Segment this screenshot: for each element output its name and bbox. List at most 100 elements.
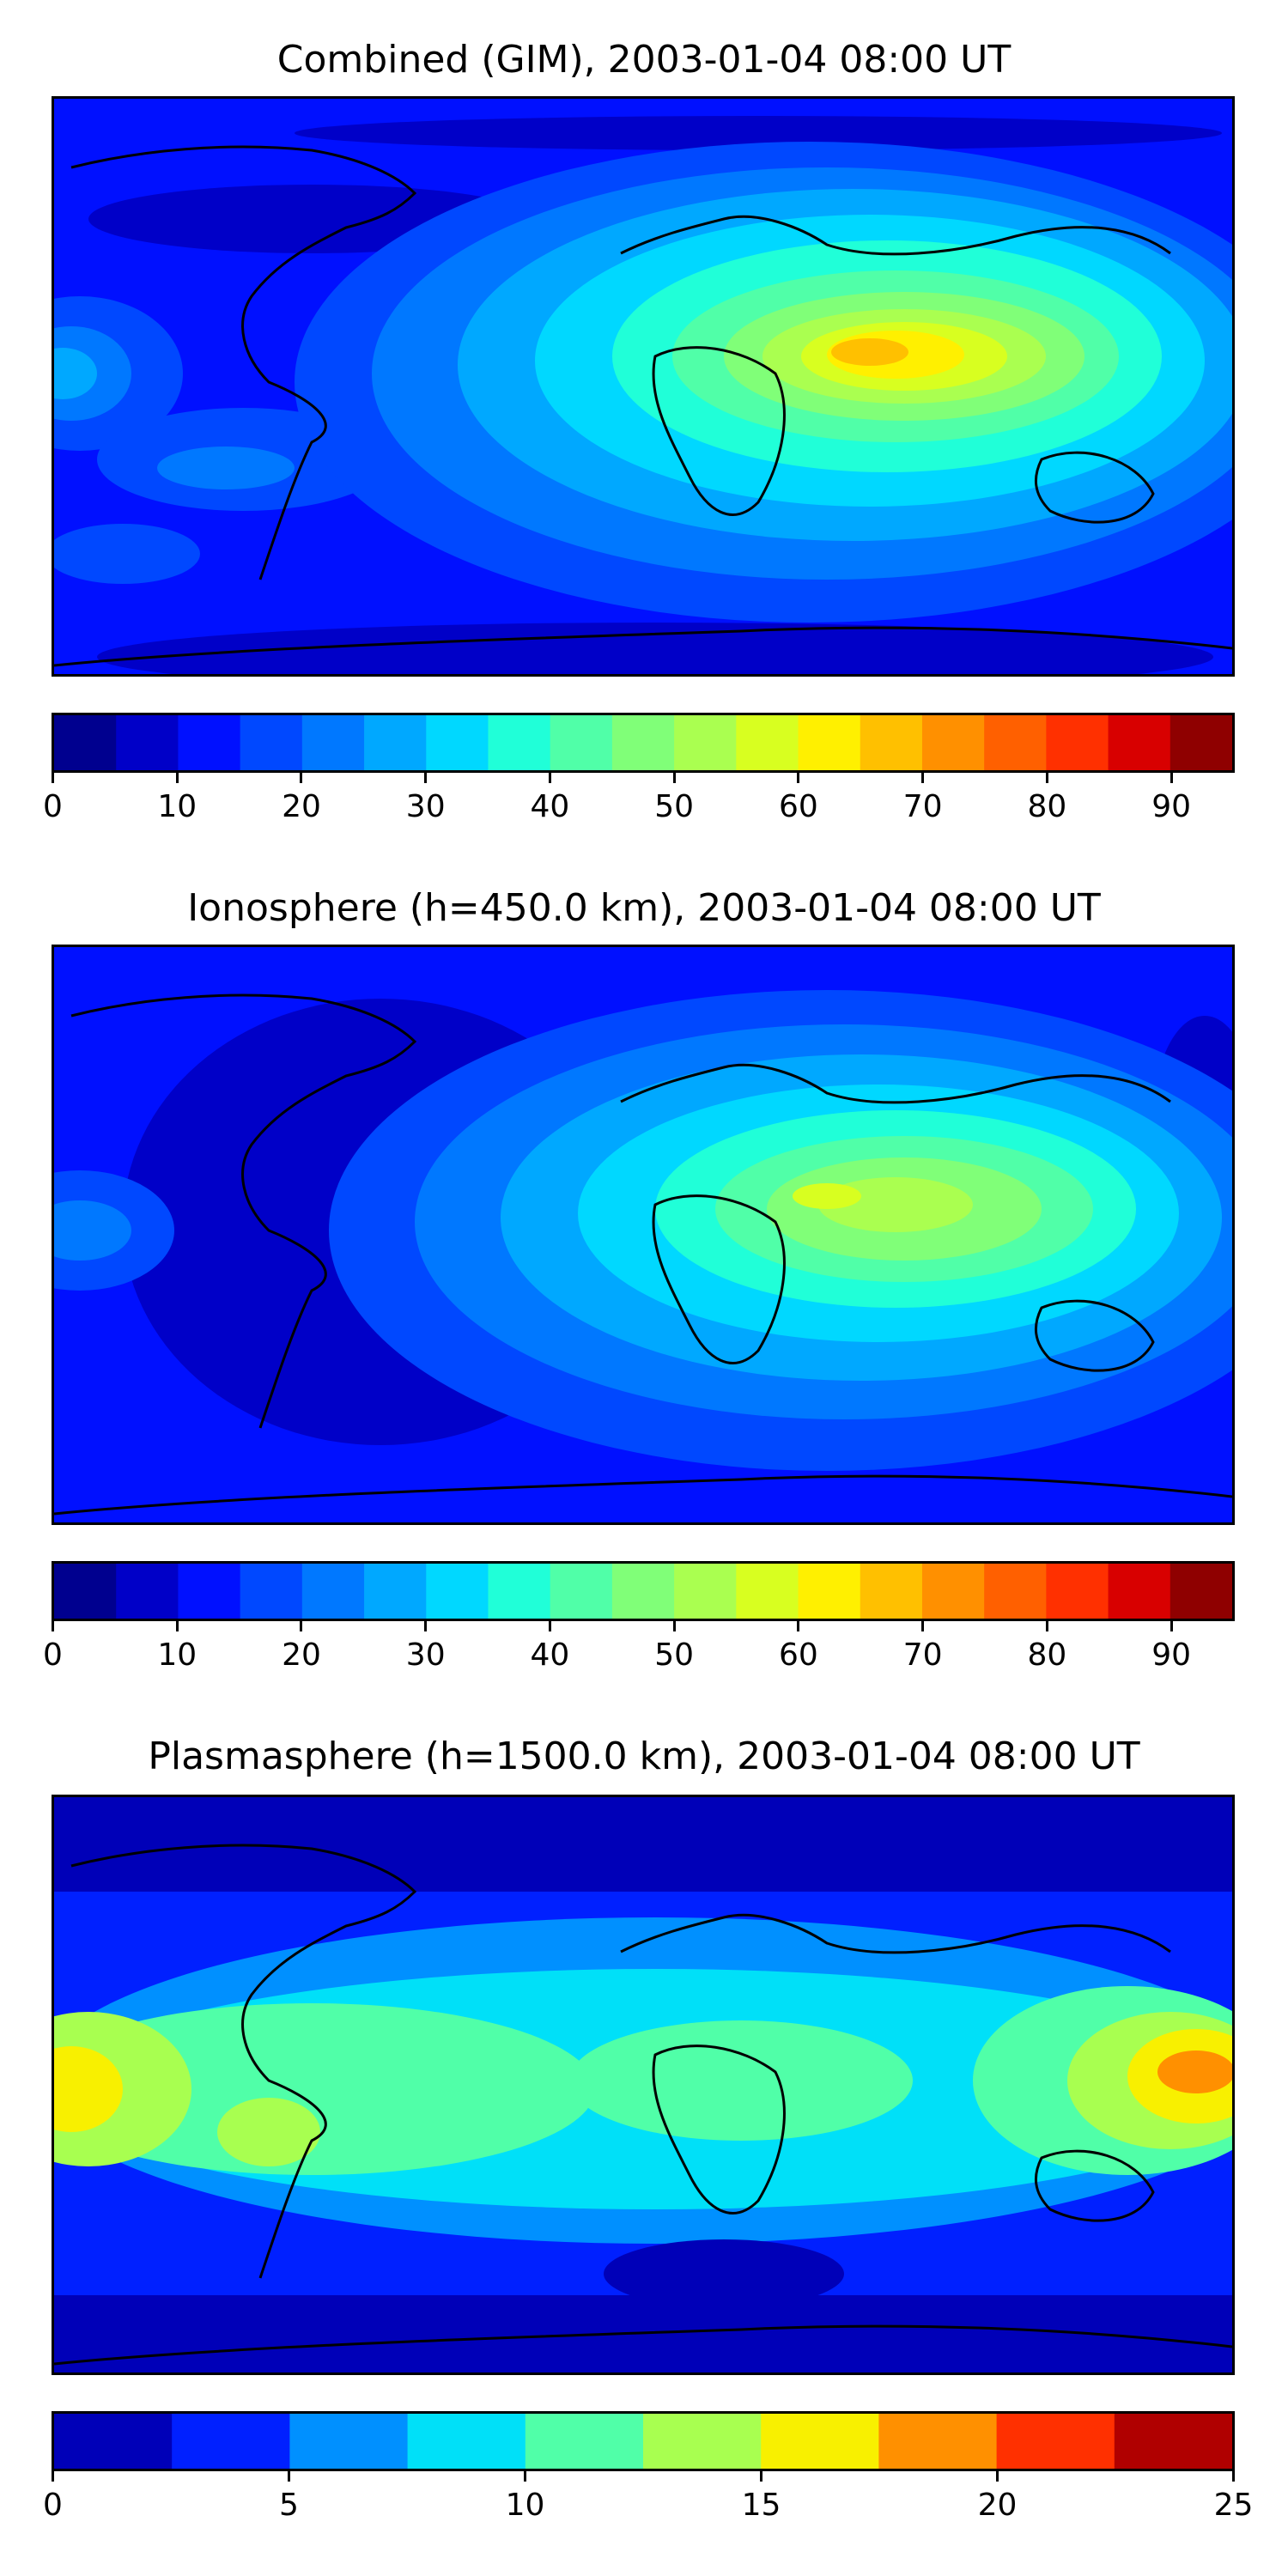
colorbar-ticks-ionosphere: 0 10 20 30 40 50 60 70 80 90 <box>43 1619 1235 1673</box>
colorbar-tick-mark <box>175 771 179 783</box>
colorbar-tick-label: 10 <box>157 789 197 824</box>
colorbar-segment-combined <box>798 715 861 770</box>
contour-band <box>831 338 908 366</box>
colorbar-tick-mark <box>300 771 303 783</box>
colorbar-segment-ionosphere <box>364 1564 427 1619</box>
colorbar-segment-plasmasphere <box>525 2414 644 2469</box>
contour-band <box>569 2020 913 2141</box>
contour-fills-plasmasphere <box>54 1797 1232 2372</box>
colorbar-segment-combined <box>1108 715 1171 770</box>
colorbar-segment-plasmasphere <box>1114 2414 1232 2469</box>
colorbar-segment-combined <box>611 715 675 770</box>
contour-band <box>604 2239 844 2308</box>
contour-band <box>295 116 1222 150</box>
coastline-africa <box>652 2044 786 2215</box>
colorbar-tick-label: 10 <box>157 1637 197 1673</box>
colorbar-segment-plasmasphere <box>289 2414 409 2469</box>
colorbar-tick-mark <box>1045 771 1048 783</box>
coastline-australia <box>1034 1299 1155 1372</box>
colorbar-segment-ionosphere <box>488 1564 551 1619</box>
coastline-americas <box>70 145 417 580</box>
colorbar-segment-ionosphere <box>1046 1564 1109 1619</box>
colorbar-tick-mark <box>1170 771 1173 783</box>
coastline-antarctica <box>54 2324 1232 2366</box>
colorbar-tick-label: 60 <box>779 789 818 824</box>
panel-title-plasmasphere: Plasmasphere (h=1500.0 km), 2003-01-04 0… <box>148 1735 1140 1778</box>
colorbar-segment-ionosphere <box>240 1564 303 1619</box>
colorbar-segment-plasmasphere <box>878 2414 998 2469</box>
colorbar-tick-label: 50 <box>654 789 695 824</box>
colorbar-segment-combined <box>550 715 613 770</box>
colorbar-segment-plasmasphere <box>172 2414 290 2469</box>
colorbar-segment-combined <box>240 715 303 770</box>
colorbar-tick-label: 80 <box>1027 789 1067 824</box>
contour-fills-combined <box>54 99 1232 674</box>
colorbar-tick-mark <box>524 2470 526 2482</box>
colorbar-tick-label: 70 <box>902 789 943 824</box>
colorbar-ionosphere <box>52 1561 1235 1621</box>
coastlines-plasmasphere <box>54 1844 1232 2366</box>
colorbar-tick-label: 20 <box>977 2488 1018 2523</box>
colorbar-tick-label: 25 <box>1213 2488 1254 2523</box>
coastline-americas <box>70 1844 417 2279</box>
colorbar-segment-ionosphere <box>1108 1564 1171 1619</box>
colorbar-tick-mark <box>175 1619 179 1631</box>
coastline-eurasia <box>620 1063 1171 1104</box>
contour-fills-ionosphere <box>54 947 1232 1522</box>
colorbar-tick-label: 70 <box>902 1637 943 1673</box>
colorbar-segment-ionosphere <box>116 1564 179 1619</box>
colorbar-svg-combined <box>54 715 1232 770</box>
colorbar-tick-label: 40 <box>530 1637 570 1673</box>
colorbar-segment-ionosphere <box>426 1564 489 1619</box>
colorbar-segment-ionosphere <box>178 1564 241 1619</box>
colorbar-tick-label: 20 <box>282 1637 321 1673</box>
map-ionosphere <box>52 945 1235 1525</box>
colorbar-tick-mark <box>797 1619 800 1631</box>
colorbar-svg-plasmasphere <box>54 2414 1232 2469</box>
colorbar-tick-mark <box>1045 1619 1048 1631</box>
colorbar-tick-label: 15 <box>741 2488 781 2523</box>
colorbar-segment-ionosphere <box>550 1564 613 1619</box>
contour-band <box>54 348 97 399</box>
colorbar-segment-plasmasphere <box>761 2414 879 2469</box>
colorbar-tick-mark <box>1232 2470 1235 2482</box>
colorbar-tick-mark <box>996 2470 999 2482</box>
coastline-antarctica <box>54 1474 1232 1516</box>
colorbar-segment-combined <box>426 715 489 770</box>
colorbar-tick-label: 90 <box>1151 1637 1192 1673</box>
colorbar-segment-combined <box>1046 715 1109 770</box>
colorbar-combined <box>52 713 1235 773</box>
colorbar-segment-combined <box>488 715 551 770</box>
contour-map-ionosphere <box>54 947 1232 1522</box>
colorbar-tick-label: 90 <box>1151 789 1192 824</box>
colorbar-tick-label: 10 <box>505 2488 545 2523</box>
contour-map-combined <box>54 99 1232 674</box>
colorbar-segment-ionosphere <box>921 1564 985 1619</box>
colorbar-segment-combined <box>921 715 985 770</box>
colorbar-tick-mark <box>52 1619 54 1631</box>
colorbar-tick-label: 30 <box>405 1637 446 1673</box>
colorbar-ticks-plasmasphere: 0 5 10 15 20 25 <box>43 2470 1253 2523</box>
colorbar-segment-plasmasphere <box>54 2414 173 2469</box>
colorbar-tick-label: 20 <box>282 789 321 824</box>
colorbar-tick-label: 0 <box>43 1637 63 1673</box>
contour-band <box>54 2003 595 2175</box>
colorbar-segment-combined <box>1170 715 1232 770</box>
coastline-australia <box>1034 451 1155 524</box>
colorbar-segment-ionosphere <box>611 1564 675 1619</box>
contour-band <box>54 2046 123 2132</box>
coastline-africa <box>652 1194 786 1364</box>
colorbar-segment-plasmasphere <box>407 2414 526 2469</box>
coastline-americas <box>70 993 417 1429</box>
colorbar-tick-mark <box>548 771 551 783</box>
coastline-australia <box>1034 2149 1155 2222</box>
contour-map-plasmasphere <box>54 1797 1232 2372</box>
panel-title-ionosphere: Ionosphere (h=450.0 km), 2003-01-04 08:0… <box>187 886 1101 930</box>
map-plasmasphere <box>52 1795 1235 2375</box>
contour-band <box>97 623 1213 674</box>
colorbar-segment-ionosphere <box>301 1564 365 1619</box>
colorbar-segment-combined <box>54 715 117 770</box>
colorbar-segment-combined <box>736 715 799 770</box>
colorbar-tick-label: 40 <box>530 789 570 824</box>
colorbar-svg-ionosphere <box>54 1564 1232 1619</box>
